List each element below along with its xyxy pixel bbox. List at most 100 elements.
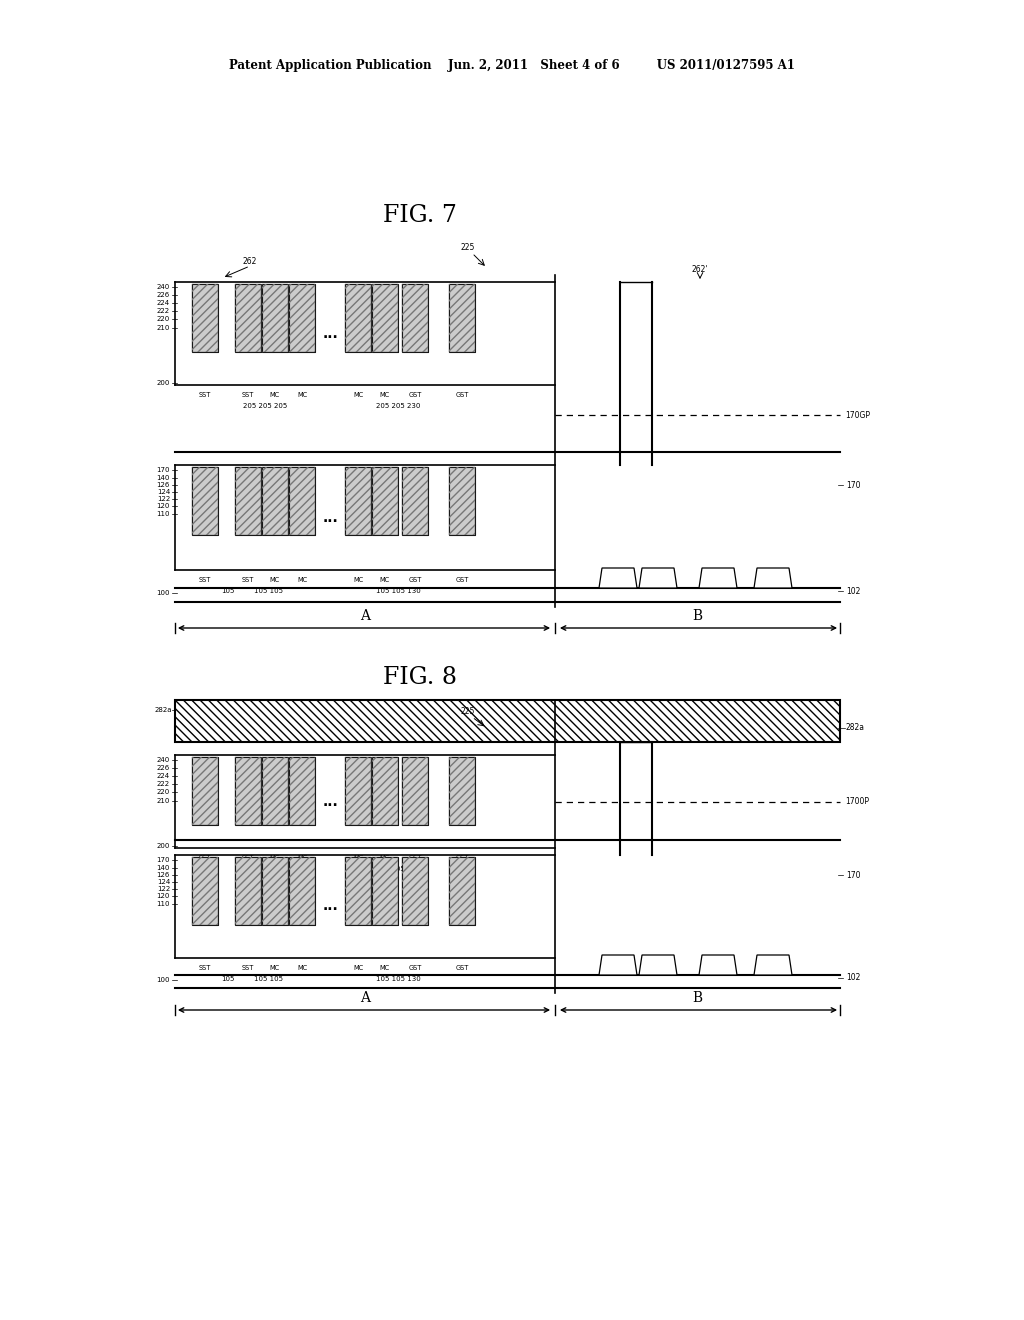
Text: 170: 170 bbox=[157, 467, 170, 473]
Bar bbox=[345, 284, 371, 352]
Bar bbox=[289, 857, 315, 925]
Polygon shape bbox=[599, 568, 637, 587]
Text: 105 105: 105 105 bbox=[254, 587, 283, 594]
Text: 126: 126 bbox=[157, 873, 170, 878]
Text: 140: 140 bbox=[157, 865, 170, 871]
Text: ...: ... bbox=[323, 326, 338, 341]
Text: 240: 240 bbox=[157, 284, 170, 290]
Polygon shape bbox=[639, 954, 677, 975]
Text: 205 205 230: 205 205 230 bbox=[376, 403, 420, 409]
Text: 170GP: 170GP bbox=[845, 411, 870, 420]
Text: 110: 110 bbox=[157, 511, 170, 517]
Text: 122: 122 bbox=[157, 886, 170, 892]
Text: ...: ... bbox=[323, 899, 338, 913]
Bar bbox=[262, 756, 288, 825]
Text: 240: 240 bbox=[157, 756, 170, 763]
Text: MC: MC bbox=[353, 855, 364, 861]
Text: GST: GST bbox=[456, 965, 469, 972]
Text: MC: MC bbox=[270, 965, 281, 972]
Bar bbox=[289, 284, 315, 352]
Text: 100: 100 bbox=[157, 590, 170, 597]
Bar bbox=[402, 467, 428, 535]
Text: 140: 140 bbox=[157, 475, 170, 480]
Bar bbox=[345, 857, 371, 925]
Bar bbox=[262, 467, 288, 535]
Polygon shape bbox=[599, 954, 637, 975]
Bar bbox=[234, 284, 261, 352]
Bar bbox=[234, 857, 261, 925]
Bar bbox=[402, 284, 428, 352]
Bar bbox=[234, 756, 261, 825]
Text: 210: 210 bbox=[157, 799, 170, 804]
Bar bbox=[402, 857, 428, 925]
Text: 105 105: 105 105 bbox=[254, 975, 283, 982]
Text: 225: 225 bbox=[461, 708, 475, 717]
Text: A: A bbox=[360, 609, 370, 623]
Text: 220: 220 bbox=[157, 315, 170, 322]
Text: 226: 226 bbox=[157, 292, 170, 298]
Text: 105: 105 bbox=[221, 975, 234, 982]
Bar bbox=[262, 857, 288, 925]
Bar bbox=[402, 857, 428, 925]
Text: MC: MC bbox=[380, 577, 390, 583]
Bar bbox=[402, 467, 428, 535]
Bar bbox=[234, 467, 261, 535]
Bar bbox=[289, 857, 315, 925]
Text: 205 205 230: 205 205 230 bbox=[376, 866, 420, 873]
Text: 200: 200 bbox=[157, 843, 170, 849]
Text: GST: GST bbox=[456, 855, 469, 861]
Text: SST: SST bbox=[199, 392, 211, 399]
Bar bbox=[402, 756, 428, 825]
Bar bbox=[289, 284, 315, 352]
Bar bbox=[262, 467, 288, 535]
Text: MC: MC bbox=[353, 965, 364, 972]
Text: 224: 224 bbox=[157, 300, 170, 306]
Bar bbox=[402, 756, 428, 825]
Bar bbox=[449, 756, 475, 825]
Text: 262': 262' bbox=[692, 265, 709, 275]
Text: SST: SST bbox=[242, 577, 254, 583]
Text: GST: GST bbox=[456, 392, 469, 399]
Text: MC: MC bbox=[270, 577, 281, 583]
Bar bbox=[372, 284, 398, 352]
Bar bbox=[345, 467, 371, 535]
Bar bbox=[449, 467, 475, 535]
Text: 220: 220 bbox=[157, 789, 170, 795]
Bar bbox=[193, 467, 218, 535]
Text: B: B bbox=[692, 991, 702, 1005]
Text: ...: ... bbox=[323, 795, 338, 808]
Text: ...: ... bbox=[323, 511, 338, 524]
Bar bbox=[262, 756, 288, 825]
Text: SST: SST bbox=[199, 965, 211, 972]
Bar bbox=[193, 857, 218, 925]
Polygon shape bbox=[754, 954, 792, 975]
Bar bbox=[372, 857, 398, 925]
Text: 124: 124 bbox=[157, 488, 170, 495]
Text: 205 205 205: 205 205 205 bbox=[243, 866, 287, 873]
Bar bbox=[193, 756, 218, 825]
Text: GST: GST bbox=[456, 577, 469, 583]
Text: GST: GST bbox=[409, 577, 422, 583]
Text: B: B bbox=[692, 609, 702, 623]
Text: 105 105 130: 105 105 130 bbox=[376, 587, 421, 594]
Polygon shape bbox=[699, 568, 737, 587]
Text: 222: 222 bbox=[157, 308, 170, 314]
Text: 1700P: 1700P bbox=[845, 797, 869, 807]
Text: 226: 226 bbox=[157, 766, 170, 771]
Bar bbox=[345, 756, 371, 825]
Bar bbox=[449, 857, 475, 925]
Text: MC: MC bbox=[353, 392, 364, 399]
Bar bbox=[345, 756, 371, 825]
Text: 105 105 130: 105 105 130 bbox=[376, 975, 421, 982]
Text: 100: 100 bbox=[157, 977, 170, 983]
Bar bbox=[345, 467, 371, 535]
Text: 210: 210 bbox=[157, 325, 170, 331]
Bar bbox=[345, 284, 371, 352]
Text: 200: 200 bbox=[157, 380, 170, 385]
Text: 170: 170 bbox=[157, 857, 170, 863]
Text: 122: 122 bbox=[157, 496, 170, 502]
Text: SST: SST bbox=[199, 577, 211, 583]
Bar bbox=[234, 756, 261, 825]
Text: 110: 110 bbox=[157, 902, 170, 907]
Text: 124: 124 bbox=[157, 879, 170, 884]
